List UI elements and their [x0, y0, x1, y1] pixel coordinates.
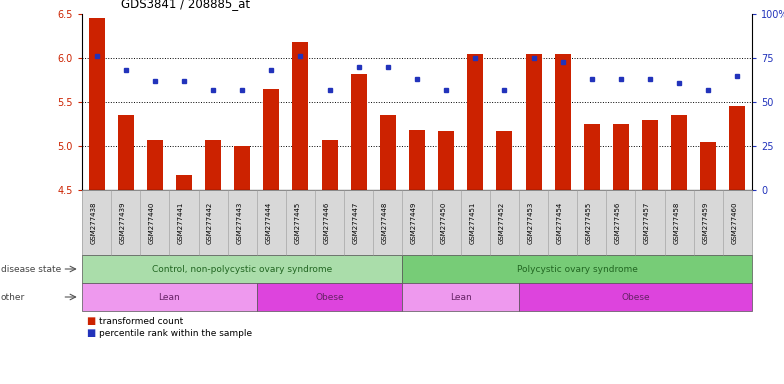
Text: GSM277442: GSM277442 [207, 201, 213, 243]
Text: GSM277444: GSM277444 [265, 201, 271, 243]
Text: GSM277454: GSM277454 [557, 201, 563, 243]
Text: GSM277449: GSM277449 [411, 201, 417, 244]
Bar [496, 131, 513, 190]
Text: GSM277457: GSM277457 [644, 201, 650, 244]
Text: GSM277453: GSM277453 [528, 201, 534, 244]
Text: Lean: Lean [450, 293, 471, 301]
Text: percentile rank within the sample: percentile rank within the sample [100, 328, 252, 338]
Text: GSM277447: GSM277447 [353, 201, 359, 244]
Bar [263, 89, 279, 190]
Bar [380, 115, 396, 190]
Text: disease state: disease state [1, 265, 61, 273]
Bar [525, 54, 542, 190]
Bar [467, 54, 483, 190]
Bar [729, 106, 746, 190]
Text: GSM277443: GSM277443 [236, 201, 242, 244]
Text: GDS3841 / 208885_at: GDS3841 / 208885_at [122, 0, 250, 10]
Bar [409, 130, 425, 190]
Text: Lean: Lean [158, 293, 180, 301]
Text: GSM277450: GSM277450 [440, 201, 446, 244]
Bar [205, 140, 221, 190]
Bar [292, 42, 308, 190]
Bar [438, 131, 454, 190]
Text: GSM277439: GSM277439 [120, 201, 125, 244]
Text: GSM277448: GSM277448 [382, 201, 388, 244]
Text: ■: ■ [86, 316, 95, 326]
Text: transformed count: transformed count [100, 316, 183, 326]
Bar [584, 124, 600, 190]
Text: other: other [1, 293, 25, 301]
Text: GSM277460: GSM277460 [731, 201, 738, 244]
Text: GSM277455: GSM277455 [586, 201, 592, 243]
Bar [642, 119, 658, 190]
Text: GSM277438: GSM277438 [91, 201, 96, 244]
Text: GSM277451: GSM277451 [470, 201, 475, 244]
Text: GSM277452: GSM277452 [499, 201, 504, 243]
Text: Obese: Obese [315, 293, 344, 301]
Bar [350, 74, 367, 190]
Bar [89, 18, 104, 190]
Text: ■: ■ [86, 328, 95, 338]
Text: GSM277446: GSM277446 [324, 201, 329, 244]
Bar [613, 124, 629, 190]
Text: GSM277440: GSM277440 [149, 201, 154, 244]
Bar [321, 140, 338, 190]
Bar [147, 140, 163, 190]
Text: GSM277456: GSM277456 [615, 201, 621, 244]
Bar [671, 115, 688, 190]
Bar [554, 54, 571, 190]
Bar [234, 146, 250, 190]
Text: Obese: Obese [621, 293, 650, 301]
Bar [700, 142, 717, 190]
Text: GSM277441: GSM277441 [178, 201, 184, 244]
Text: GSM277445: GSM277445 [295, 201, 300, 243]
Text: Control, non-polycystic ovary syndrome: Control, non-polycystic ovary syndrome [152, 265, 332, 273]
Text: GSM277459: GSM277459 [702, 201, 708, 244]
Text: Polycystic ovary syndrome: Polycystic ovary syndrome [517, 265, 637, 273]
Text: GSM277458: GSM277458 [673, 201, 679, 244]
Bar [176, 175, 192, 190]
Bar [118, 115, 134, 190]
